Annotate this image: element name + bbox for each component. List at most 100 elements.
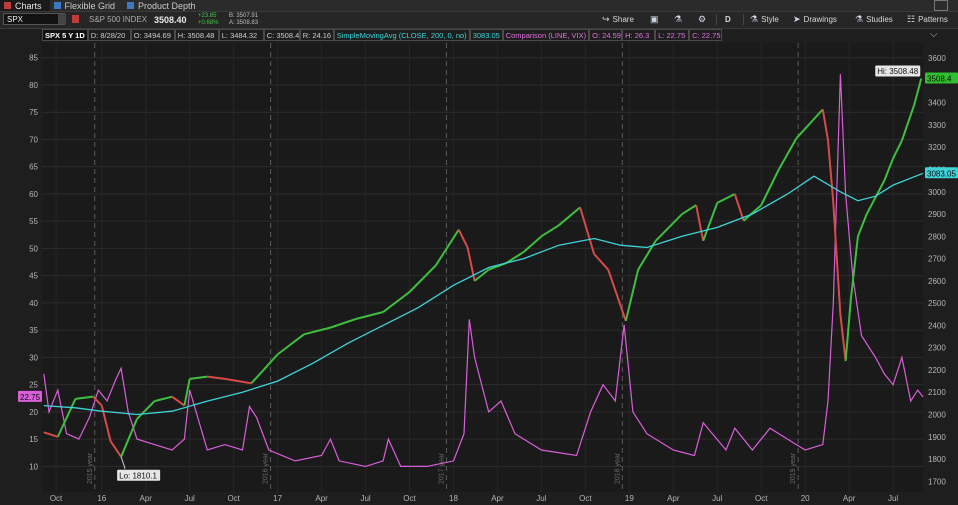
comparison-open: O: 24.59	[589, 29, 623, 41]
time-tick-label: Apr	[140, 494, 153, 503]
time-tick-label: Jul	[888, 494, 898, 503]
style-icon: ⚗	[750, 14, 759, 24]
tab-product-depth[interactable]: Product Depth	[123, 0, 204, 11]
time-tick-label: 20	[801, 494, 810, 503]
share-icon: ↪	[602, 14, 610, 24]
studies-label: Studies	[866, 15, 893, 24]
patterns-button[interactable]: ☷ Patterns	[907, 13, 948, 26]
ohlc-high: H: 3508.48	[174, 29, 219, 41]
spx-segment	[900, 104, 916, 141]
spx-segment	[540, 224, 560, 238]
lo-callout-pointer	[120, 456, 126, 469]
year-marker-label: 2015 year	[87, 452, 94, 484]
spx-segment	[92, 395, 103, 407]
spx-segment	[844, 298, 852, 362]
year-marker-label: 2016 year	[263, 452, 270, 484]
spx-segment	[224, 377, 252, 385]
camera-button[interactable]: ▣	[650, 13, 662, 26]
chart-toolbar: SPX S&P 500 INDEX 3508.40 +23.85 +0.68% B…	[0, 12, 958, 29]
ohlc-range: R: 24.16	[299, 29, 334, 41]
vix-line	[43, 74, 924, 468]
spx-segment	[857, 213, 868, 237]
time-tick-label: Jul	[185, 494, 195, 503]
right-tick-label: 3000	[928, 188, 946, 197]
bid-ask-block: B: 3507.91 A: 3508.83	[229, 13, 258, 27]
right-tick-label: 2500	[928, 299, 946, 308]
tab-charts-label: Charts	[15, 0, 42, 11]
spx-segment	[832, 202, 842, 315]
right-tick-label: 2600	[928, 277, 946, 286]
spx-segment	[505, 251, 525, 264]
right-tick-label: 2700	[928, 255, 946, 264]
spx-segment	[382, 291, 411, 313]
time-tick-label: 16	[97, 494, 106, 503]
tab-product-depth-label: Product Depth	[138, 0, 196, 11]
window-maximize-button[interactable]	[934, 0, 948, 11]
spx-segment	[760, 169, 780, 206]
grid-tab-icon	[53, 2, 61, 9]
spx-series	[43, 78, 923, 458]
right-tick-label: 2100	[928, 388, 946, 397]
timeframe-button[interactable]: D	[725, 13, 731, 26]
charts-tab-icon	[4, 2, 11, 9]
gear-icon: ⚙	[698, 14, 707, 24]
time-tick-label: Apr	[843, 494, 856, 503]
drawings-label: Drawings	[803, 15, 837, 24]
drawings-button[interactable]: ➤ Drawings	[793, 13, 837, 26]
right-tick-label: 3400	[928, 99, 946, 108]
time-tick-label: Apr	[315, 494, 328, 503]
spx-segment	[777, 137, 798, 170]
plot-area	[42, 43, 923, 492]
left-tick-label: 60	[29, 190, 38, 199]
symbol-dropdown-button[interactable]	[58, 14, 66, 24]
lo-callout-bg	[117, 469, 161, 481]
tab-flexible-grid[interactable]: Flexible Grid	[50, 0, 124, 11]
settings-button[interactable]: ⚙	[698, 13, 709, 26]
bid-price: B: 3507.91	[229, 13, 259, 19]
spx-segment	[681, 204, 697, 215]
right-tick-label: 1800	[928, 455, 946, 464]
spx-segment	[303, 326, 331, 336]
comparison-close: C: 22.75	[689, 29, 723, 41]
spx-segment	[558, 206, 581, 226]
left-axis: 10 15 20 25 30 35 40 45 50 55 60 65 70 75 80 85	[29, 54, 38, 472]
lo-callout: Lo: 1810.1	[119, 471, 157, 480]
spx-segment	[189, 375, 208, 380]
aggregation-label[interactable]: SPX 5 Y 1D	[42, 29, 88, 41]
left-tick-label: 15	[29, 435, 38, 444]
chart-settings-icon[interactable]: ⌵	[930, 29, 938, 40]
style-label: Style	[761, 15, 779, 24]
studies-button[interactable]: ⚗ Studies	[855, 13, 893, 26]
share-button[interactable]: ↪ Share	[602, 13, 634, 26]
comparison-study-label[interactable]: Comparison (LINE, VIX)	[502, 29, 590, 41]
right-tick-label: 2300	[928, 344, 946, 353]
cursor-icon: ➤	[793, 14, 801, 24]
ohlc-open: O: 3494.69	[130, 29, 175, 41]
sma-study-label[interactable]: SimpleMovingAvg (CLOSE, 200, 0, no)	[333, 29, 470, 41]
spx-segment	[654, 213, 683, 242]
share-label: Share	[612, 15, 634, 24]
time-tick-label: Jul	[360, 494, 370, 503]
spx-segment	[120, 418, 138, 458]
ohlc-close: C: 3508.4	[263, 29, 300, 41]
left-tick-label: 50	[29, 244, 38, 253]
symbol-link-icon[interactable]	[72, 15, 79, 23]
tab-charts[interactable]: Charts	[0, 0, 50, 11]
spx-segment	[695, 204, 705, 241]
comparison-high: H: 26.3	[622, 29, 656, 41]
spx-segment	[330, 317, 358, 329]
style-button[interactable]: ⚗ Style	[750, 13, 779, 26]
spx-segment	[733, 193, 745, 222]
studies-icon: ⚗	[855, 14, 864, 24]
change-percent: +0.68%	[198, 20, 219, 26]
ask-price: A: 3508.83	[229, 20, 259, 26]
left-tick-label: 45	[29, 272, 38, 281]
spx-segment	[56, 398, 77, 438]
spx-segment	[109, 440, 122, 458]
spx-segment	[865, 180, 886, 215]
left-tick-label: 10	[29, 462, 38, 471]
flask-button[interactable]: ⚗	[674, 13, 685, 26]
spx-segment	[742, 204, 762, 222]
right-tick-label: 2400	[928, 321, 946, 330]
